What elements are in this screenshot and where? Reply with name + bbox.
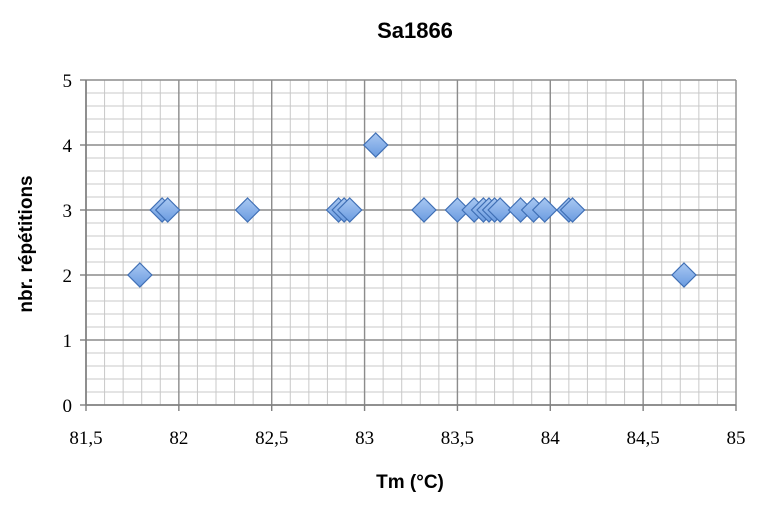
y-tick-label: 0 bbox=[63, 396, 73, 417]
data-point-diamond bbox=[671, 262, 697, 288]
y-tick-label: 4 bbox=[63, 136, 73, 157]
major-gridlines bbox=[85, 79, 737, 406]
data-point-diamond bbox=[362, 132, 389, 158]
data-point-diamond bbox=[154, 197, 181, 223]
data-point-diamond bbox=[531, 197, 558, 223]
minor-gridlines bbox=[85, 79, 737, 406]
x-tick-label: 84,5 bbox=[627, 428, 660, 449]
chart-title: Sa1866 bbox=[377, 18, 453, 43]
data-point-diamond bbox=[487, 197, 513, 223]
data-point-diamond bbox=[234, 197, 261, 223]
x-tick-label: 85 bbox=[727, 428, 746, 449]
x-tick-label: 82,5 bbox=[255, 428, 288, 449]
data-point-diamond bbox=[411, 197, 437, 223]
x-axis-title: Tm (°C) bbox=[376, 472, 444, 493]
data-point-diamond bbox=[127, 262, 153, 288]
x-tick-label: 83,5 bbox=[441, 428, 474, 449]
data-point-diamond bbox=[336, 197, 363, 223]
y-tick-label: 2 bbox=[63, 266, 73, 287]
y-tick-label: 5 bbox=[63, 71, 73, 92]
y-tick-label: 3 bbox=[63, 201, 73, 222]
data-point-diamond bbox=[559, 197, 586, 223]
axes bbox=[80, 79, 737, 411]
x-tick-label: 82 bbox=[169, 428, 188, 449]
x-tick-label: 83 bbox=[355, 428, 374, 449]
x-tick-labels: 81,5 82 82,5 83 83,5 84 84,5 85 bbox=[69, 428, 745, 449]
data-points bbox=[127, 132, 697, 288]
x-tick-label: 84 bbox=[541, 428, 561, 449]
y-axis-title: nbr. répétitions bbox=[16, 175, 37, 312]
y-tick-labels: 0 1 2 3 4 5 bbox=[63, 71, 73, 417]
x-tick-label: 81,5 bbox=[69, 428, 102, 449]
y-tick-label: 1 bbox=[63, 331, 73, 352]
